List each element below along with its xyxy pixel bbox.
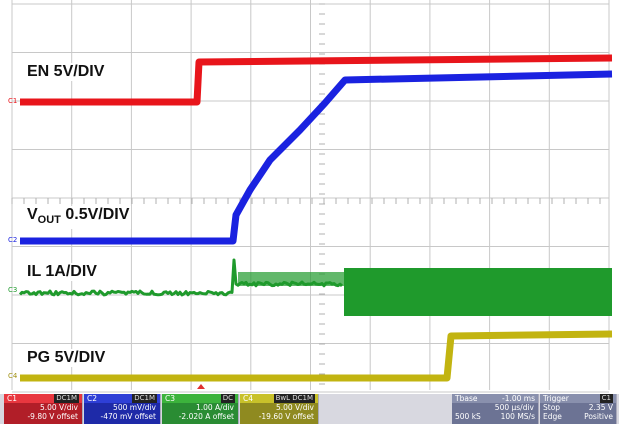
timebase-label: Tbase — [455, 394, 477, 403]
il-ripple-band — [238, 272, 344, 286]
c4-scale: 5.00 V/div — [240, 403, 318, 412]
c3-offset: -2.020 A offset — [162, 412, 238, 421]
c2-marker: C2 — [8, 236, 17, 244]
timebase-rate: 100 MS/s — [501, 412, 535, 421]
c1-tag: DC1M — [54, 394, 79, 403]
timebase-scale: 500 µs/div — [452, 403, 538, 412]
c4-offset: -19.60 V offset — [240, 412, 318, 421]
trigger-box[interactable]: Trigger C1 Stop 2.35 V Edge Positive — [540, 394, 617, 424]
c1-offset: -9.80 V offset — [4, 412, 82, 421]
timebase-delay: -1.00 ms — [502, 394, 535, 403]
c2-tag: DC1M — [132, 394, 157, 403]
c4-name: C4 — [243, 394, 253, 403]
c3-info-box[interactable]: C3 DC 1.00 A/div -2.020 A offset — [162, 394, 239, 424]
scope-status-bar: C1 DC1M 5.00 V/div -9.80 V offset C2 DC1M … — [0, 394, 619, 424]
timebase-samples: 500 kS — [455, 412, 481, 421]
c4-marker: C4 — [8, 372, 17, 380]
trigger-label: Trigger — [543, 394, 569, 403]
c1-marker: C1 — [8, 97, 17, 105]
c2-scale: 500 mV/div — [84, 403, 160, 412]
c4-info-box[interactable]: C4 BwL DC1M 5.00 V/div -19.60 V offset — [240, 394, 319, 424]
c3-scale: 1.00 A/div — [162, 403, 238, 412]
trigger-slope: Positive — [584, 412, 613, 421]
timebase-box[interactable]: Tbase -1.00 ms 500 µs/div 500 kS 100 MS/s — [452, 394, 539, 424]
c1-info-box[interactable]: C1 DC1M 5.00 V/div -9.80 V offset — [4, 394, 83, 424]
vout-label-rest: 0.5V/DIV — [61, 206, 129, 223]
c2-name: C2 — [87, 394, 97, 403]
vout-label: VOUT 0.5V/DIV — [25, 206, 131, 229]
trigger-channel: C1 — [600, 394, 613, 403]
c1-scale: 5.00 V/div — [4, 403, 82, 412]
c1-name: C1 — [7, 394, 17, 403]
c4-tag: BwL DC1M — [274, 394, 315, 403]
c2-offset: -470 mV offset — [84, 412, 160, 421]
il-label: IL 1A/DIV — [25, 263, 99, 281]
c3-name: C3 — [165, 394, 175, 403]
trigger-level: 2.35 V — [589, 403, 613, 412]
trigger-type: Edge — [543, 412, 562, 421]
c3-marker: C3 — [8, 286, 17, 294]
il-ripple-band — [344, 268, 612, 316]
c2-info-box[interactable]: C2 DC1M 500 mV/div -470 mV offset — [84, 394, 161, 424]
c3-tag: DC — [221, 394, 235, 403]
trigger-mode: Stop — [543, 403, 560, 412]
vout-label-v: V — [27, 206, 38, 223]
pg-label: PG 5V/DIV — [25, 349, 107, 367]
vout-label-sub: OUT — [38, 214, 61, 226]
en-label: EN 5V/DIV — [25, 63, 106, 81]
